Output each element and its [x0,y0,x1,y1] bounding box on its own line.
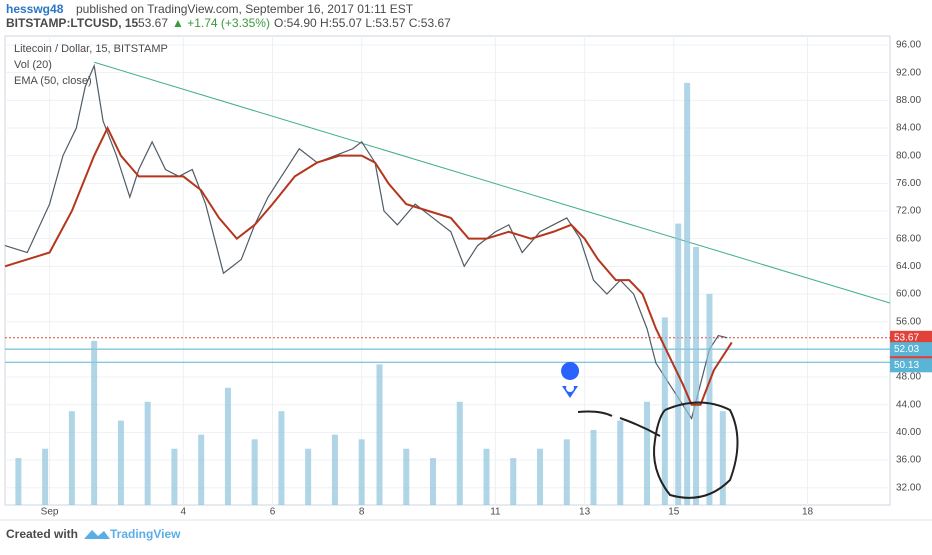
x-tick-label: Sep [41,507,59,518]
marker-dot [566,384,574,392]
volume-bar [15,458,22,505]
y-tick-label: 56.00 [896,316,921,327]
volume-bar [42,448,49,505]
y-tick-label: 40.00 [896,427,921,438]
x-tick-label: 13 [579,507,591,518]
volume-bar [684,82,691,506]
y-tick-label: 60.00 [896,289,921,300]
y-tick-label: 92.00 [896,67,921,78]
x-tick-label: 8 [359,507,365,518]
volume-bar [305,448,312,505]
volume-bar [719,411,726,505]
x-tick-label: 6 [270,507,276,518]
volume-bar [510,458,517,505]
y-tick-label: 88.00 [896,95,921,106]
author[interactable]: hesswg48 [6,2,64,16]
volume-bar [68,411,75,505]
y-tick-label: 72.00 [896,206,921,217]
y-tick-label: 80.00 [896,150,921,161]
volume-bar [617,420,624,505]
volume-bar [278,411,285,505]
volume-bar [537,448,544,505]
footer-brand[interactable]: TradingView [110,527,181,541]
legend-entry: EMA (50, close) [14,75,92,87]
price-label: 50.13 [894,360,919,371]
x-tick-label: 11 [490,507,501,518]
footer-created: Created with [6,527,78,541]
trendline [94,61,891,304]
volume-bar [563,439,570,505]
y-tick-label: 76.00 [896,178,921,189]
volume-bar [483,448,490,505]
y-tick-label: 68.00 [896,233,921,244]
volume-bar [644,401,651,505]
y-tick-label: 64.00 [896,261,921,272]
price-label: 53.67 [894,332,919,343]
price-label-box [890,330,932,345]
x-tick-label: 15 [668,507,680,518]
plot: 32.0036.0040.0044.0048.0052.0056.0060.00… [4,36,932,518]
series-line [4,63,728,421]
price-label: 52.03 [894,344,919,355]
marker-pin [561,362,580,398]
legend-entry: Vol (20) [14,59,52,71]
price-label-box [890,342,932,357]
volume-bar [693,247,700,506]
volume-bar [376,364,383,505]
drawn-circle [653,401,739,499]
volume-bar [675,223,682,505]
volume-bar [171,448,178,505]
volume-bar [144,401,151,505]
volume-bar [198,434,205,505]
change: ▲ +1.74 (+3.35%) [172,16,270,30]
volume-bar [590,429,597,505]
y-tick-label: 48.00 [896,372,921,383]
x-tick-label: 18 [802,507,814,518]
annotation [561,362,739,499]
y-tick-label: 32.00 [896,482,921,493]
volume-bar [251,439,258,505]
plot-frame [4,35,891,506]
y-tick-label: 36.00 [896,455,921,466]
legend-entry: Litecoin / Dollar, 15, BITSTAMP [14,43,168,55]
ohlc: O:54.90 H:55.07 L:53.57 C:53.67 [274,16,451,30]
x-tick-label: 4 [181,507,187,518]
volume-bar [706,293,713,505]
published: published on TradingView.com, September … [76,2,414,16]
series-line [4,125,733,406]
symbol: BITSTAMP:LTCUSD, 15 [6,16,139,30]
y-tick-label: 96.00 [896,40,921,51]
tv-logo [84,530,110,539]
volume-bar [358,439,365,505]
volume-bar [403,448,410,505]
volume-bar [456,401,463,505]
volume-bar [331,434,338,505]
y-tick-label: 84.00 [896,123,921,134]
price-label-box [890,358,932,373]
volume-bar [430,458,437,505]
y-tick-label: 44.00 [896,399,921,410]
volume-bar [117,420,124,505]
volume-bar [224,387,231,505]
last: 53.67 [138,16,168,30]
volume-bar [91,340,98,505]
